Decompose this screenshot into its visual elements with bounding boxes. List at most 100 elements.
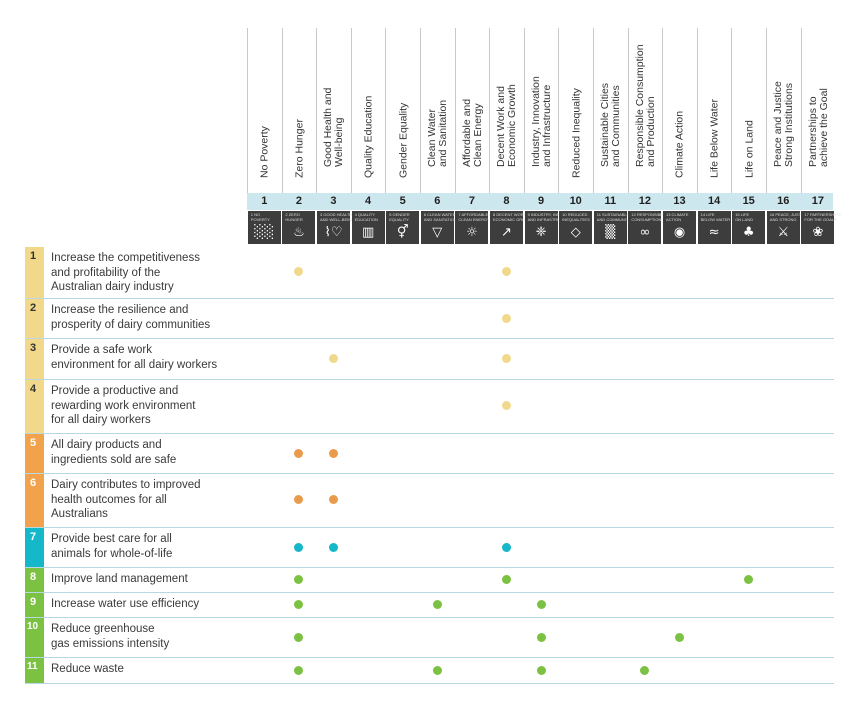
row-number-badge: 11 [25,658,44,683]
dove-glyph-icon: ⚔ [777,225,790,240]
alignment-dot-goal-9 [536,632,546,642]
fish-icon: 14 LIFE BELOW WATER ≈ [697,211,731,244]
heartbeat-icon: 3 GOOD HEALTH AND WELL-BEING ⌇♡ [317,211,354,244]
icon-caption: 10 REDUCED INEQUALITIES [562,212,590,222]
goal-number: 7 [468,195,475,207]
equality-glyph-icon: ◇ [570,225,581,240]
alignment-dot-goal-15 [744,575,754,584]
alignment-dot-goal-8 [502,400,511,410]
goal-label: Good Health and Well-being [322,87,346,167]
sun-icon: 7 AFFORDABLE AND CLEAN ENERGY☼ [455,211,498,244]
icon-caption: 12 RESPONSIBLE CONSUMPTION [631,212,666,222]
rings-glyph-icon: ❀ [812,225,824,240]
outcome-text: Improve land management [51,573,188,585]
rings-icon: 17 PARTNERSHIPS FOR THE GOALS ❀ [801,211,841,244]
goal-header-col-14: Life Below Water [696,28,733,193]
goal-number: 17 [811,195,825,207]
goal-number: 11 [604,195,617,207]
equality-icon: 10 REDUCED INEQUALITIES ◇ [559,211,593,244]
outcome-row-7: 7 Provide best care for all animals for w… [25,528,834,568]
icon-caption: 13 CLIMATE ACTION [666,212,689,222]
alignment-dot-goal-2 [294,600,304,609]
cubes-icon: 9 INDUSTRY, INNOVATION AND INFRASTRUCTUR… [524,211,577,244]
goal-header-col-6: Clean Water and Sanitation [420,28,456,193]
growth-chart-glyph-icon: ↗ [501,225,512,240]
goal-header-col-3: Good Health and Well-being [316,28,352,193]
goal-number: 4 [365,195,372,207]
alignment-dot-goal-2 [294,665,304,675]
tree-glyph-icon: ♣ [742,225,755,240]
alignment-dot-goal-3 [329,354,338,363]
icon-caption: 16 PEACE, JUSTICE AND STRONG [769,212,808,222]
goal-header-col-17: Partnerships to achieve the Goal [800,28,837,193]
row-number-badge: 9 [25,593,44,617]
goal-label: Sustainable Cities and Communities [599,82,623,167]
outcome-text: Provide best care for all animals for wh… [51,533,173,560]
bowl-icon: 2 ZERO HUNGER ♨ [282,211,316,244]
outcome-text: Dairy contributes to improved health out… [51,479,201,520]
goal-header-col-12: Responsible Consumption and Production [627,28,664,193]
outcome-text: Provide a safe work environment for all … [51,344,218,371]
outcome-row-10: 10 Reduce greenhouse gas emissions intens… [25,618,834,658]
goal-header-col-15: Life on Land [731,28,767,193]
goal-header-col-8: Decent Work and Economic Growth [489,28,525,193]
book-icon: 4 QUALITY EDUCATION ▥ [351,211,385,244]
goal-header-col-1: No Poverty [247,28,283,193]
goal-number: 8 [503,195,510,207]
goal-number: 9 [538,195,545,207]
bowl-glyph-icon: ♨ [293,225,305,240]
infinity-glyph-icon: ∞ [639,225,651,240]
outcome-text: Increase the resilience and prosperity o… [51,304,211,331]
alignment-dot-goal-3 [329,542,338,552]
goal-label: No Poverty [258,126,271,178]
goal-number: 15 [742,195,755,207]
icon-caption: 4 QUALITY EDUCATION [354,212,378,222]
goal-header-col-10: Reduced Inequality [558,28,594,193]
goal-number: 16 [777,195,790,207]
goal-label: Clean Water and Sanitation [426,99,450,167]
alignment-dot-goal-2 [294,632,304,642]
alignment-dot-goal-2 [294,448,304,458]
row-number-badge: 3 [25,339,44,379]
goal-header-col-13: Climate Action [662,28,698,193]
alignment-dot-goal-8 [502,542,511,552]
goal-header-col-5: Gender Equality [385,28,421,193]
goal-header-col-9: Industry, Innovation and Infrastructure [523,28,560,193]
outcome-row-9: 9 Increase water use efficiency [25,593,834,618]
outcome-text: Provide a productive and rewarding work … [51,385,196,426]
goal-number-band [247,193,833,210]
outcome-text: Increase water use efficiency [51,598,200,610]
alignment-dot-goal-8 [502,354,511,363]
goal-label: Decent Work and Economic Growth [495,84,519,167]
outcome-row-5: 5 All dairy products and ingredients sold… [25,434,834,474]
family-people-icon: 1 NO POVERTY ░░ [247,211,281,244]
goal-number: 3 [330,195,337,207]
alignment-dot-goal-2 [294,575,304,584]
outcome-row-3: 3 Provide a safe work environment for all… [25,339,834,380]
family-people-glyph-icon: ░░ [254,225,275,240]
icon-caption: 5 GENDER EQUALITY [389,212,410,222]
goal-header-col-2: Zero Hunger [281,28,318,193]
row-number-badge: 4 [25,380,44,433]
outcome-row-1: 1 Increase the competitiveness and profit… [25,247,834,299]
goal-label: Climate Action [673,110,686,178]
goal-number: 6 [434,195,441,207]
goal-number: 12 [638,195,652,207]
outcome-text: Reduce waste [51,663,124,675]
alignment-dot-goal-8 [502,313,511,323]
goal-label: Industry, Innovation and Infrastructure [530,76,554,167]
icon-caption: 6 CLEAN WATER AND SANITATION [423,212,457,222]
alignment-dot-goal-12 [640,665,650,675]
goal-header-col-11: Sustainable Cities and Communities [593,28,629,193]
goal-header-col-16: Peace and Justice Strong Institutions [766,28,802,193]
goal-header-col-7: Affordable and Clean Energy [454,28,491,193]
eye-globe-glyph-icon: ◉ [673,225,686,240]
icon-caption: 1 NO POVERTY [250,212,270,222]
gender-glyph-icon: ⚥ [396,225,409,240]
icon-caption: 2 ZERO HUNGER [285,212,303,222]
row-number-badge: 8 [25,568,44,592]
goal-label: Reduced Inequality [570,88,583,178]
heartbeat-glyph-icon: ⌇♡ [324,225,343,240]
outcome-row-8: 8 Improve land management [25,568,834,593]
outcome-text: Increase the competitiveness and profita… [51,252,200,293]
